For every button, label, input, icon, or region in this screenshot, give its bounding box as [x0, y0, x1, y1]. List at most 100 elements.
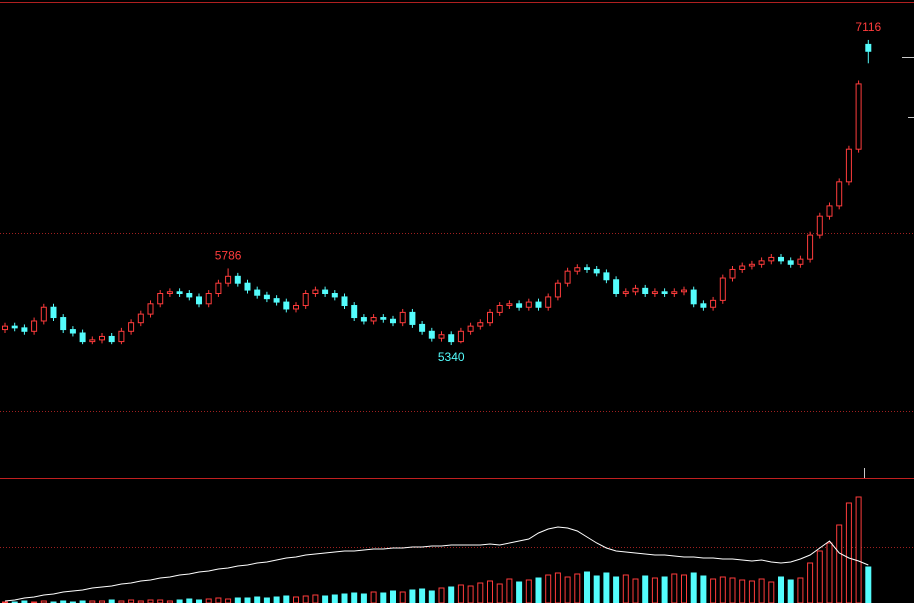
- volume-bar: [118, 600, 125, 603]
- volume-bar: [477, 582, 484, 603]
- candle-body: [273, 298, 280, 303]
- volume-bar: [758, 578, 765, 603]
- candle-body: [118, 330, 125, 343]
- volume-bar: [564, 576, 571, 603]
- candle-body: [768, 256, 775, 262]
- candle-body: [60, 317, 67, 331]
- volume-bar: [457, 584, 464, 603]
- candle-body: [11, 325, 18, 329]
- volume-bar: [739, 579, 746, 603]
- candle-body: [302, 292, 309, 307]
- candle-body: [681, 289, 687, 293]
- volume-bar: [651, 577, 658, 603]
- volume-bar: [225, 598, 232, 603]
- candle-body: [477, 322, 484, 327]
- volume-bar: [671, 573, 678, 603]
- volume-bar: [360, 593, 367, 603]
- candle-body: [758, 260, 765, 265]
- volume-bar: [254, 596, 261, 603]
- volume-bar: [186, 598, 193, 603]
- candle-body: [234, 275, 241, 284]
- candle-body: [487, 311, 493, 324]
- candle-body: [584, 267, 590, 270]
- volume-bar: [535, 577, 542, 603]
- open-interest-line: [4, 526, 869, 602]
- candle-body: [351, 305, 358, 319]
- candle-body: [205, 292, 212, 305]
- candle-body: [147, 303, 154, 315]
- volume-bar: [176, 599, 183, 603]
- candle-body: [128, 322, 135, 332]
- candle-body: [729, 268, 736, 279]
- candle-body: [409, 311, 416, 325]
- volume-bar: [826, 542, 833, 603]
- candle-body: [50, 306, 57, 319]
- candle-body: [322, 289, 329, 294]
- volume-bar: [438, 587, 445, 603]
- volume-bar: [205, 598, 212, 603]
- candle-body: [438, 334, 445, 339]
- candle-body: [2, 325, 8, 331]
- candle-body: [99, 335, 105, 341]
- candle-body: [748, 263, 755, 267]
- volume-bar: [89, 600, 96, 603]
- extreme-label: 5786: [215, 249, 242, 263]
- candle-body: [506, 303, 513, 307]
- volume-bar: [312, 594, 319, 603]
- candle-body: [419, 323, 426, 332]
- candle-body: [816, 215, 823, 236]
- volume-bar: [128, 599, 135, 603]
- extreme-label: 7116: [855, 20, 881, 34]
- volume-bar: [855, 496, 862, 603]
- candle-body: [671, 291, 678, 294]
- candle-body: [778, 256, 784, 262]
- volume-bar: [525, 579, 532, 603]
- candle-body: [632, 287, 639, 293]
- volume-bar: [331, 594, 338, 603]
- volume-bar: [293, 596, 299, 603]
- candle-body: [225, 275, 232, 284]
- volume-bar: [79, 600, 86, 603]
- candle-body: [341, 296, 348, 307]
- volume-bar: [448, 586, 455, 603]
- candle-body: [845, 148, 852, 183]
- volume-bar: [642, 575, 649, 603]
- candle-body: [700, 303, 707, 308]
- candle-body: [399, 311, 406, 324]
- volume-bar: [700, 575, 707, 603]
- candle-body: [554, 282, 561, 298]
- candle-body: [826, 205, 833, 217]
- candle-body: [797, 258, 804, 265]
- volume-bar: [545, 574, 552, 603]
- candle-body: [525, 301, 532, 308]
- volume-bar: [99, 600, 105, 603]
- volume-bar: [506, 578, 513, 603]
- candle-body: [380, 317, 387, 320]
- candle-body: [40, 306, 47, 322]
- volume-bar: [166, 600, 173, 603]
- candle-body: [244, 282, 251, 291]
- candle-body: [642, 287, 649, 294]
- volume-bar: [865, 566, 872, 603]
- candle-body: [710, 299, 717, 308]
- candle-body: [283, 301, 290, 310]
- candle-body: [176, 291, 183, 294]
- volume-bar: [341, 593, 348, 603]
- candle-body: [196, 296, 202, 305]
- candle-body: [807, 234, 814, 260]
- candle-body: [448, 334, 455, 343]
- volume-bar: [467, 585, 474, 603]
- candle-body: [651, 291, 658, 294]
- volume-bar: [584, 571, 590, 603]
- volume-bar: [419, 588, 426, 603]
- volume-bar: [157, 599, 164, 603]
- volume-bar: [574, 573, 581, 603]
- volume-bar: [554, 572, 561, 603]
- candle-body: [31, 320, 38, 332]
- candle-body: [690, 289, 697, 305]
- volume-bar: [613, 576, 620, 603]
- volume-bar: [370, 591, 377, 603]
- candle-body: [574, 267, 581, 272]
